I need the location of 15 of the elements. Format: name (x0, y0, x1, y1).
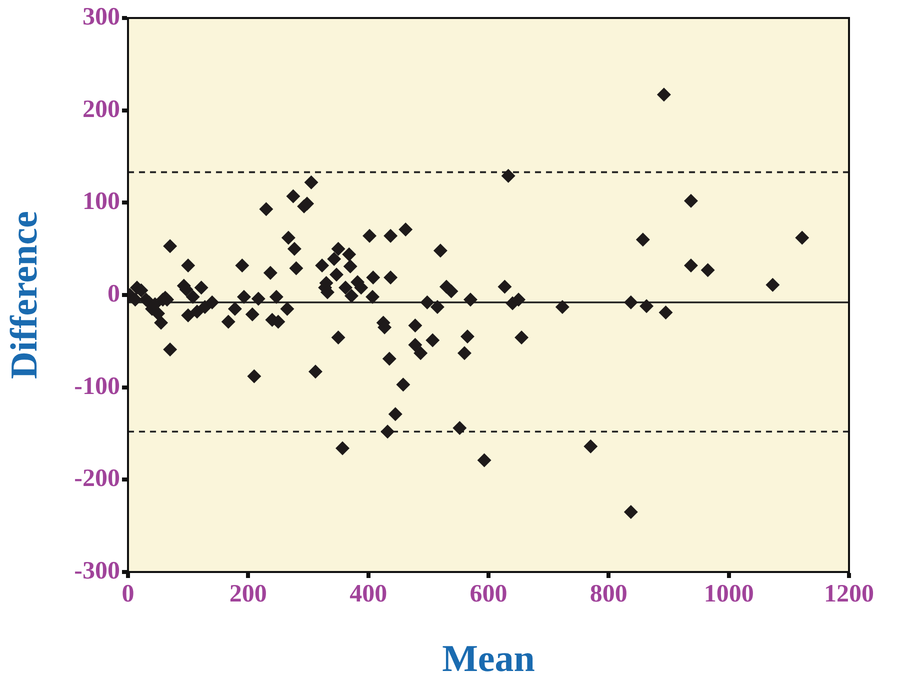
y-tick-label: 0 (108, 280, 120, 308)
y-tick-label: -200 (74, 465, 120, 492)
x-axis-title: Mean (442, 638, 535, 680)
x-tick-label: 400 (350, 580, 388, 608)
x-tick-label: 600 (470, 580, 508, 608)
y-tick-label: -100 (74, 372, 120, 400)
x-tick-label: 1000 (704, 580, 754, 608)
y-tick-label: 300 (82, 3, 120, 30)
y-tick-label: 100 (82, 188, 120, 216)
y-axis-title: Difference (4, 210, 46, 380)
x-tick-label: 1200 (824, 580, 874, 608)
y-tick-label: 200 (82, 96, 120, 123)
x-tick-label: 800 (590, 580, 628, 608)
x-tick-label: 200 (229, 580, 267, 608)
y-tick-label: -300 (74, 557, 120, 584)
